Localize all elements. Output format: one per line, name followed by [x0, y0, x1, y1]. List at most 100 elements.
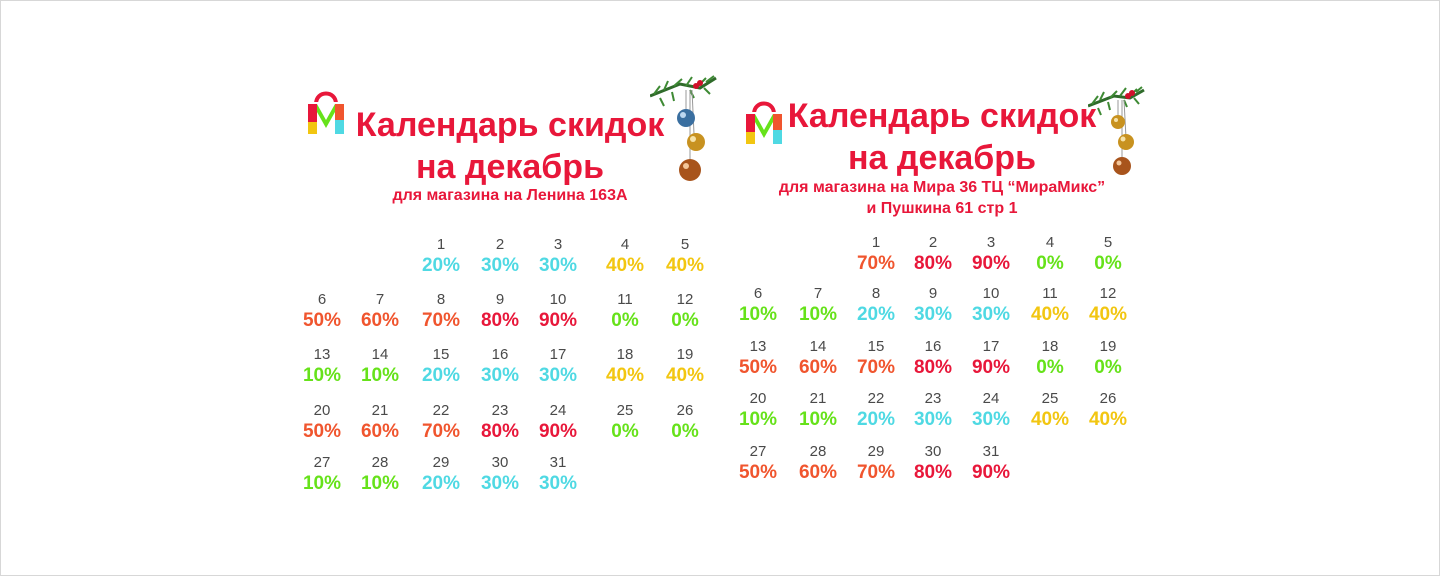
day-number: 21 [809, 390, 827, 407]
day-cell: 5 0% [1078, 234, 1138, 276]
day-cell: 10 30% [961, 285, 1021, 327]
day-number: 26 [676, 402, 694, 419]
day-number: 9 [495, 291, 505, 308]
day-number: 13 [749, 338, 767, 355]
day-number: 7 [375, 291, 385, 308]
discount-value: 30% [538, 365, 578, 386]
day-number: 3 [986, 234, 996, 251]
discount-value: 10% [738, 409, 778, 430]
discount-value: 40% [665, 255, 705, 276]
discount-value: 10% [738, 304, 778, 325]
day-number: 14 [371, 346, 389, 363]
day-number: 10 [549, 291, 567, 308]
day-number: 20 [749, 390, 767, 407]
day-number: 23 [924, 390, 942, 407]
day-number: 17 [549, 346, 567, 363]
day-cell: 9 80% [470, 291, 530, 333]
right-subtitle: для магазина на Мира 36 ТЦ “МираМикс” и … [742, 177, 1142, 219]
discount-value: 0% [671, 310, 699, 331]
discount-value: 40% [605, 365, 645, 386]
day-number: 23 [491, 402, 509, 419]
day-cell: 14 60% [788, 338, 848, 380]
day-cell: 30 80% [903, 443, 963, 485]
day-cell: 2 30% [470, 236, 530, 278]
discount-value: 70% [421, 310, 461, 331]
day-cell: 10 90% [528, 291, 588, 333]
day-cell: 19 0% [1078, 338, 1138, 380]
day-cell: 27 50% [728, 443, 788, 485]
discount-value: 40% [1030, 304, 1070, 325]
right-subtitle-line2: и Пушкина 61 стр 1 [866, 200, 1018, 217]
day-number: 5 [1103, 234, 1113, 251]
right-title: Календарь скидок на декабрь [782, 95, 1102, 179]
day-number: 28 [371, 454, 389, 471]
discount-value: 60% [798, 357, 838, 378]
day-cell: 23 80% [470, 402, 530, 444]
discount-value: 40% [1088, 409, 1128, 430]
discount-value: 0% [1094, 357, 1122, 378]
day-cell: 12 40% [1078, 285, 1138, 327]
day-cell: 11 0% [595, 291, 655, 333]
day-cell: 11 40% [1020, 285, 1080, 327]
discount-value: 70% [856, 357, 896, 378]
day-number: 2 [495, 236, 505, 253]
discount-value: 80% [480, 310, 520, 331]
discount-value: 20% [421, 473, 461, 494]
day-cell: 27 10% [292, 454, 352, 496]
day-cell: 4 40% [595, 236, 655, 278]
day-cell: 5 40% [655, 236, 715, 278]
discount-value: 0% [1036, 357, 1064, 378]
day-number: 24 [982, 390, 1000, 407]
day-number: 24 [549, 402, 567, 419]
discount-value: 20% [421, 365, 461, 386]
day-number: 25 [1041, 390, 1059, 407]
day-number: 20 [313, 402, 331, 419]
day-cell: 18 40% [595, 346, 655, 388]
day-cell: 7 10% [788, 285, 848, 327]
shopping-bag-logo-icon [744, 101, 784, 144]
day-number: 12 [1099, 285, 1117, 302]
discount-value: 80% [913, 357, 953, 378]
day-cell: 24 90% [528, 402, 588, 444]
right-subtitle-line1: для магазина на Мира 36 ТЦ “МираМикс” [778, 179, 1106, 196]
discount-value: 30% [480, 473, 520, 494]
left-subtitle: для магазина на Ленина 163А [340, 185, 680, 206]
day-number: 2 [928, 234, 938, 251]
day-cell: 3 90% [961, 234, 1021, 276]
day-number: 6 [317, 291, 327, 308]
discount-value: 30% [480, 255, 520, 276]
discount-value: 40% [665, 365, 705, 386]
discount-value: 90% [971, 253, 1011, 274]
day-cell: 16 80% [903, 338, 963, 380]
day-cell: 29 20% [411, 454, 471, 496]
discount-value: 90% [971, 357, 1011, 378]
discount-value: 80% [480, 421, 520, 442]
discount-value: 30% [971, 409, 1011, 430]
day-cell: 23 30% [903, 390, 963, 432]
day-number: 27 [313, 454, 331, 471]
day-number: 4 [1045, 234, 1055, 251]
discount-value: 20% [856, 409, 896, 430]
day-number: 18 [1041, 338, 1059, 355]
day-number: 22 [867, 390, 885, 407]
discount-value: 10% [798, 409, 838, 430]
day-number: 21 [371, 402, 389, 419]
day-number: 25 [616, 402, 634, 419]
day-cell: 3 30% [528, 236, 588, 278]
left-title-line2: на декабрь [416, 148, 604, 186]
discount-value: 30% [538, 255, 578, 276]
day-number: 29 [867, 443, 885, 460]
discount-value: 70% [421, 421, 461, 442]
discount-value: 30% [913, 304, 953, 325]
day-number: 9 [928, 285, 938, 302]
day-number: 7 [813, 285, 823, 302]
day-cell: 18 0% [1020, 338, 1080, 380]
discount-value: 0% [611, 310, 639, 331]
day-number: 6 [753, 285, 763, 302]
day-number: 16 [924, 338, 942, 355]
discount-value: 80% [913, 253, 953, 274]
discount-value: 10% [302, 365, 342, 386]
discount-value: 30% [480, 365, 520, 386]
discount-value: 0% [1094, 253, 1122, 274]
